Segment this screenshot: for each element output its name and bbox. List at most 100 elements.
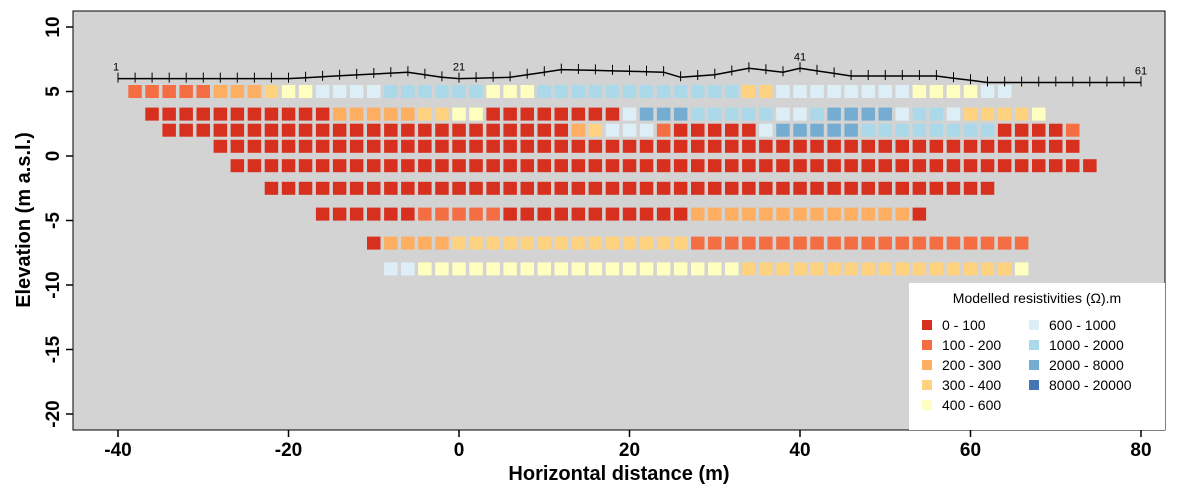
model-cell — [298, 181, 313, 195]
model-cell — [571, 207, 586, 221]
model-cell — [315, 207, 330, 221]
model-cell — [452, 262, 466, 276]
x-tick-label: 0 — [454, 440, 465, 461]
model-cell — [861, 207, 875, 221]
model-cell — [691, 262, 705, 276]
model-cell — [537, 207, 551, 221]
model-cell — [861, 123, 875, 137]
model-cell — [861, 159, 875, 173]
model-cell — [264, 123, 279, 137]
model-cell — [469, 181, 483, 195]
model-cell — [469, 85, 483, 98]
electrode-label: 41 — [794, 51, 806, 63]
model-cell — [725, 123, 739, 137]
model-cell — [367, 181, 381, 195]
model-cell — [622, 123, 637, 137]
model-cell — [401, 207, 415, 221]
model-cell — [963, 107, 978, 121]
model-cell — [793, 262, 807, 276]
model-cell — [878, 262, 892, 276]
model-cell — [725, 139, 739, 153]
model-cell — [554, 181, 568, 195]
model-cell — [332, 159, 347, 173]
model-cell — [418, 159, 432, 173]
model-cell — [418, 139, 432, 153]
model-cell — [827, 123, 841, 137]
model-cell — [1014, 236, 1029, 250]
model-cell — [895, 159, 909, 173]
model-cell — [162, 123, 176, 137]
model-cell — [230, 139, 245, 153]
model-cell — [895, 181, 909, 195]
x-tick-label: 40 — [789, 440, 810, 461]
model-cell — [452, 85, 466, 98]
model-cell — [384, 236, 398, 250]
model-cell — [230, 107, 245, 121]
model-cell — [571, 236, 586, 250]
model-cell — [298, 85, 313, 98]
model-cell — [656, 262, 671, 276]
model-cell — [384, 262, 398, 276]
model-cell — [708, 123, 722, 137]
model-cell — [980, 262, 995, 276]
model-cell — [298, 159, 313, 173]
model-cell — [435, 181, 449, 195]
model-cell — [810, 207, 824, 221]
y-tick-label: -20 — [43, 400, 64, 427]
model-cell — [571, 159, 586, 173]
model-cell — [878, 123, 892, 137]
model-cell — [435, 139, 449, 153]
model-cell — [264, 181, 279, 195]
model-cell — [469, 207, 483, 221]
model-cell — [179, 123, 193, 137]
model-cell — [946, 159, 961, 173]
model-cell — [963, 236, 978, 250]
model-cell — [332, 123, 347, 137]
legend-swatch — [922, 320, 932, 330]
model-cell — [708, 262, 722, 276]
y-tick-label: -15 — [43, 335, 64, 363]
model-cell — [162, 85, 176, 98]
model-cell — [469, 262, 483, 276]
model-cell — [384, 181, 398, 195]
model-cell — [486, 181, 500, 195]
legend-label: 300 - 400 — [942, 377, 1001, 393]
model-cell — [179, 107, 193, 121]
y-tick-label: 10 — [43, 16, 64, 37]
model-cell — [349, 107, 364, 121]
model-cell — [264, 159, 279, 173]
y-axis-title: Elevation (m a.s.l.) — [13, 132, 35, 308]
x-tick-label: 20 — [619, 440, 640, 461]
model-cell — [708, 236, 722, 250]
model-cell — [827, 85, 841, 98]
model-cell — [469, 107, 483, 121]
model-cell — [230, 159, 245, 173]
model-cell — [708, 139, 722, 153]
model-cell — [656, 123, 671, 137]
model-cell — [691, 85, 705, 98]
model-cell — [622, 262, 637, 276]
model-cell — [827, 207, 841, 221]
model-cell — [639, 262, 654, 276]
legend-title: Modelled resistivities (Ω).m — [953, 290, 1121, 306]
model-cell — [1014, 123, 1029, 137]
model-cell — [844, 207, 858, 221]
model-cell — [520, 181, 534, 195]
model-cell — [844, 159, 858, 173]
model-cell — [673, 107, 688, 121]
model-cell — [435, 262, 449, 276]
legend-label: 0 - 100 — [942, 317, 986, 333]
model-cell — [639, 85, 654, 98]
model-cell — [469, 236, 483, 250]
model-cell — [298, 107, 313, 121]
legend-label: 1000 - 2000 — [1049, 337, 1124, 353]
legend-label: 400 - 600 — [942, 397, 1001, 413]
model-cell — [759, 123, 773, 137]
model-cell — [861, 107, 875, 121]
model-cell — [793, 181, 807, 195]
model-cell — [810, 262, 824, 276]
model-cell — [963, 181, 978, 195]
model-cell — [980, 107, 995, 121]
model-cell — [537, 123, 551, 137]
model-cell — [861, 262, 875, 276]
